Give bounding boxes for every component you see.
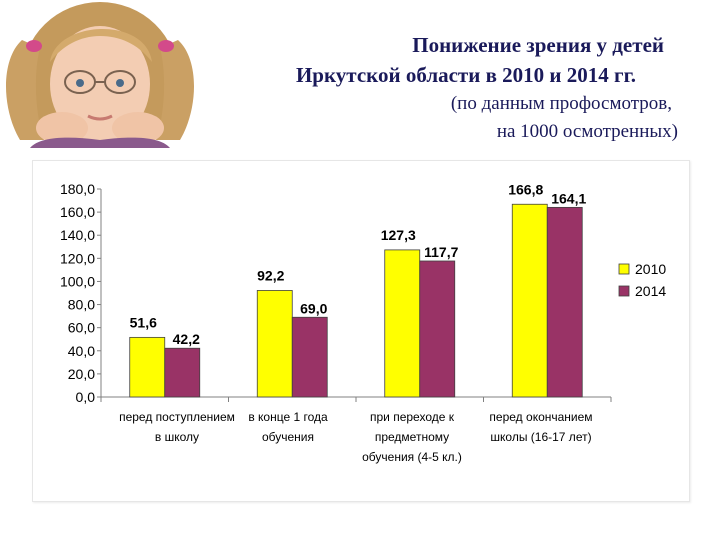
- bar-2014: [291, 316, 328, 398]
- y-tick-label: 180,0: [60, 181, 95, 197]
- bar-2010: [256, 290, 293, 398]
- legend-swatch-2010: [618, 263, 630, 275]
- y-tick-label: 80,0: [68, 297, 95, 313]
- data-label: 92,2: [257, 267, 284, 283]
- data-label: 51,6: [130, 314, 157, 330]
- y-tick-label: 0,0: [76, 389, 96, 405]
- bar-2014: [546, 206, 583, 398]
- data-label: 42,2: [173, 331, 200, 347]
- category-label: перед поступлением в школу: [119, 410, 235, 444]
- legend-swatch-2014: [618, 285, 630, 297]
- bar-2014: [164, 347, 201, 398]
- chart-subtitle-line-1: (по данным профосмотров,: [450, 93, 672, 114]
- chart-subtitle-line-2: на 1000 осмотренных): [496, 121, 678, 142]
- y-tick-label: 140,0: [60, 227, 95, 243]
- category-label: перед окончанием школы (16-17 лет): [489, 410, 593, 444]
- legend-label: 2010: [635, 261, 666, 277]
- category-label: при переходе к предметному обучения (4-5…: [362, 410, 462, 464]
- y-tick-label: 20,0: [68, 366, 95, 382]
- y-tick-label: 100,0: [60, 273, 95, 289]
- data-label: 166,8: [508, 181, 543, 197]
- legend-label: 2014: [635, 283, 666, 299]
- data-label: 117,7: [424, 244, 458, 260]
- bar-chart: 0,0 20,0 40,0 60,0 80,0 100,0 120,0 140,0 160,0 1…: [60, 181, 666, 405]
- bar-2010: [511, 203, 548, 398]
- data-label: 164,1: [551, 190, 586, 206]
- data-label: 69,0: [300, 300, 327, 316]
- title-block: Понижение зрения у детей Иркутской облас…: [230, 30, 678, 146]
- y-tick-label: 40,0: [68, 343, 95, 359]
- y-tick-label: 120,0: [60, 250, 95, 266]
- bar-2014: [419, 260, 456, 398]
- chart-title-line-2: Иркутской области в 2010 и 2014 гг.: [295, 63, 636, 87]
- bar-2010: [129, 336, 166, 398]
- bar-2010: [384, 249, 421, 398]
- girl-with-glasses-photo: [0, 0, 200, 148]
- category-label: в конце 1 года обучения: [248, 410, 328, 444]
- chart-panel: 0,0 20,0 40,0 60,0 80,0 100,0 120,0 140,0 160,0 1…: [32, 160, 690, 502]
- y-tick-label: 60,0: [68, 320, 95, 336]
- y-tick-label: 160,0: [60, 204, 95, 220]
- data-label: 127,3: [381, 227, 416, 243]
- chart-title-line-1: Понижение зрения у детей: [412, 33, 664, 57]
